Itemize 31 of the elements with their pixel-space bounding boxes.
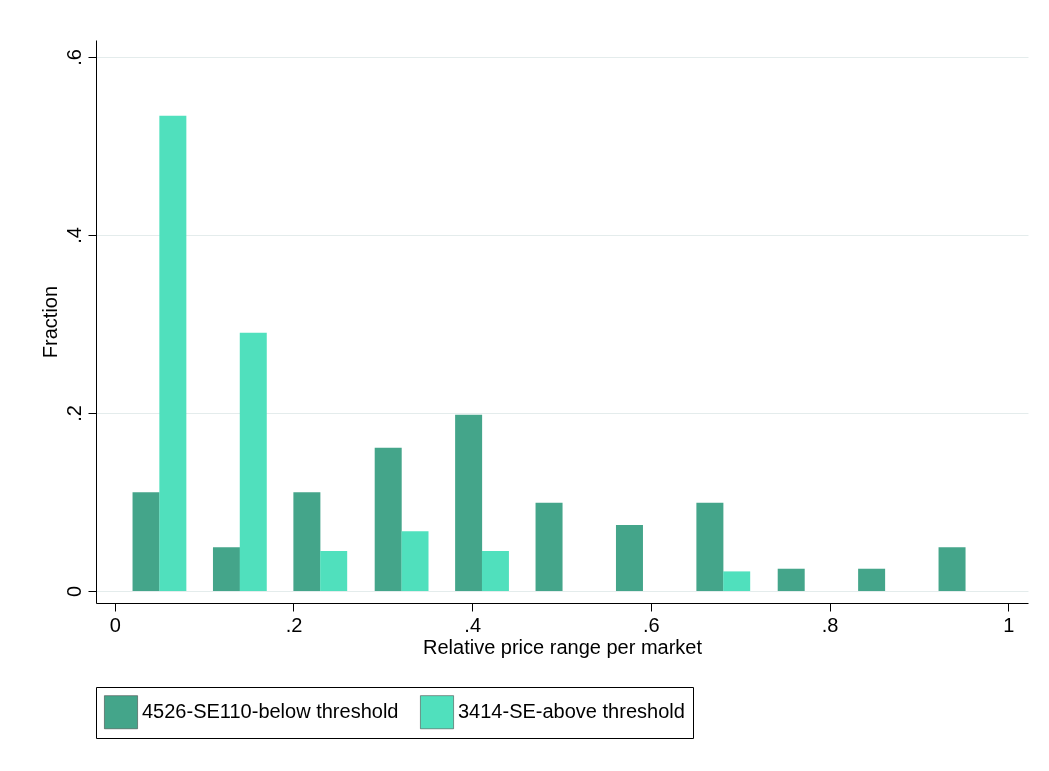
legend-label: 3414-SE-above threshold — [458, 700, 685, 723]
bar — [723, 571, 751, 591]
bar — [455, 414, 483, 591]
x-tick-label: .2 — [285, 613, 303, 636]
bar — [132, 492, 160, 591]
bar — [212, 547, 240, 591]
bar — [239, 332, 267, 591]
y-tick-label: 0 — [62, 585, 85, 598]
y-tick-label: .2 — [62, 405, 85, 422]
bar — [481, 550, 509, 591]
x-tick-label: .8 — [821, 613, 839, 636]
bar — [777, 568, 805, 591]
bar — [938, 547, 966, 591]
x-tick-label: .6 — [643, 613, 660, 636]
bar — [858, 568, 886, 591]
legend-label: 4526-SE110-below threshold — [142, 700, 399, 723]
bar — [320, 550, 348, 591]
bar — [374, 447, 402, 591]
bar — [696, 502, 724, 591]
bar — [615, 525, 643, 591]
bar — [293, 492, 321, 591]
y-axis-title: Fraction — [38, 285, 61, 359]
x-tick-label: 1 — [1003, 613, 1015, 636]
x-tick-label: 0 — [109, 613, 121, 636]
bar — [535, 502, 563, 591]
x-axis-title: Relative price range per market — [422, 635, 703, 658]
bar — [401, 531, 429, 591]
y-tick-label: .6 — [62, 49, 85, 66]
bar — [159, 115, 187, 591]
x-tick-label: .4 — [464, 613, 482, 636]
y-tick-label: .4 — [62, 227, 85, 244]
